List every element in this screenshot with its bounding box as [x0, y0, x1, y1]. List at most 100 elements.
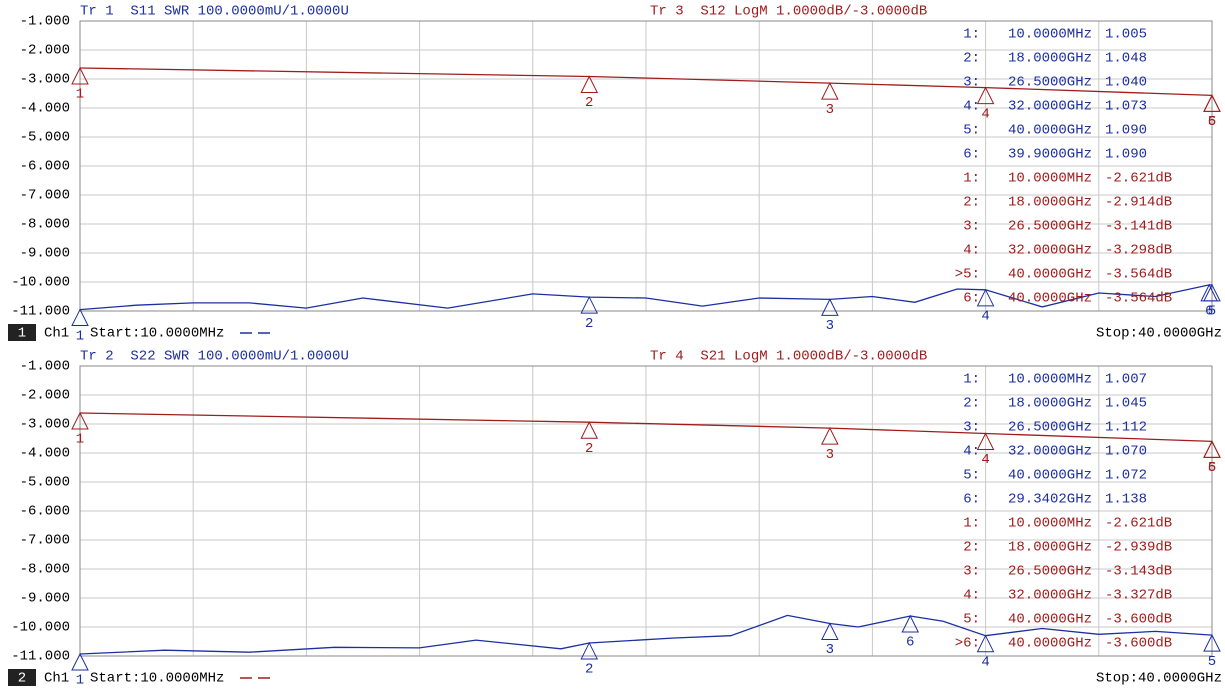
marker-row-value: 1.072 — [1105, 468, 1147, 484]
marker-row-freq: 18.0000GHz — [1008, 396, 1092, 412]
marker-number: 6 — [906, 635, 914, 651]
marker-number: 1 — [76, 432, 84, 448]
y-tick-label: -8.000 — [20, 562, 70, 578]
stop-label: Stop:40.0000GHz — [1096, 671, 1222, 687]
y-tick-label: -1.000 — [20, 359, 70, 375]
y-tick-label: -10.000 — [11, 275, 70, 291]
marker-row-label: >6: — [955, 636, 980, 652]
stop-label: Stop:40.0000GHz — [1096, 326, 1222, 342]
marker-row-label: 4: — [963, 99, 980, 115]
channel-number: 2 — [18, 671, 26, 687]
marker-triangle — [71, 66, 89, 85]
start-label: Start:10.0000MHz — [90, 326, 224, 342]
y-tick-label: -7.000 — [20, 533, 70, 549]
marker-row-value: -3.600dB — [1105, 636, 1172, 652]
marker-triangle — [580, 295, 599, 314]
marker-row-value: -3.327dB — [1105, 588, 1172, 604]
channel-label: Ch1 — [44, 326, 69, 342]
marker-row-freq: 40.0000GHz — [1008, 291, 1092, 307]
marker-number: 4 — [981, 452, 989, 468]
marker-row-value: 1.007 — [1105, 372, 1147, 388]
marker-number: 2 — [585, 95, 593, 111]
marker-number: 4 — [981, 106, 989, 122]
marker-triangle — [71, 652, 89, 671]
marker-row-freq: 26.5000GHz — [1008, 75, 1092, 91]
marker-number: 1 — [76, 673, 84, 689]
marker-row-label: 5: — [963, 612, 980, 628]
trace — [79, 614, 1213, 655]
trace-header: Tr 1 S11 SWR 100.0000mU/1.0000U — [80, 4, 349, 20]
marker-row-label: 5: — [963, 468, 980, 484]
plot-frame — [79, 20, 1213, 312]
marker-number: 2 — [585, 662, 593, 678]
marker-row-freq: 10.0000MHz — [1008, 516, 1092, 532]
marker-row-freq: 32.0000GHz — [1008, 444, 1092, 460]
marker-row-freq: 40.0000GHz — [1008, 123, 1092, 139]
marker-number: 5 — [1208, 114, 1216, 130]
marker-row-label: >5: — [955, 267, 980, 283]
marker-triangle — [1203, 634, 1221, 652]
marker-row-label: 2: — [963, 540, 980, 556]
marker-number: 2 — [585, 441, 593, 457]
marker-row-value: 1.045 — [1105, 396, 1147, 412]
channel-box — [8, 669, 36, 686]
channel-number: 1 — [18, 326, 26, 342]
marker-row-value: 1.040 — [1105, 75, 1147, 91]
marker-row-value: -3.143dB — [1105, 564, 1172, 580]
marker-row-freq: 18.0000GHz — [1008, 195, 1092, 211]
marker-number: 5 — [1208, 654, 1216, 670]
marker-row-label: 4: — [963, 243, 980, 259]
marker-row-freq: 26.5000GHz — [1008, 564, 1092, 580]
marker-row-value: 1.048 — [1105, 51, 1147, 67]
marker-row-label: 3: — [963, 75, 980, 91]
marker-row-label: 6: — [963, 291, 980, 307]
marker-row-label: 6: — [963, 147, 980, 163]
marker-row-freq: 40.0000GHz — [1008, 267, 1092, 283]
marker-row-value: 1.070 — [1105, 444, 1147, 460]
y-tick-label: -8.000 — [20, 217, 70, 233]
channel-box — [8, 324, 36, 341]
marker-triangle — [976, 634, 995, 653]
y-tick-label: -4.000 — [20, 101, 70, 117]
y-tick-label: -2.000 — [20, 43, 70, 59]
marker-triangle — [976, 288, 995, 307]
marker-number: 5 — [1208, 304, 1216, 320]
y-tick-label: -3.000 — [20, 417, 70, 433]
channel-label: Ch1 — [44, 671, 69, 687]
marker-row-label: 3: — [963, 420, 980, 436]
trace — [79, 284, 1212, 311]
marker-row-label: 4: — [963, 588, 980, 604]
marker-row-freq: 18.0000GHz — [1008, 540, 1092, 556]
y-tick-label: -11.000 — [11, 304, 70, 320]
marker-row-label: 1: — [963, 372, 980, 388]
marker-row-value: 1.073 — [1105, 99, 1147, 115]
marker-row-label: 2: — [963, 51, 980, 67]
marker-row-freq: 10.0000MHz — [1008, 171, 1092, 187]
marker-row-freq: 32.0000GHz — [1008, 588, 1092, 604]
marker-row-value: -3.564dB — [1105, 291, 1172, 307]
marker-row-label: 4: — [963, 444, 980, 460]
trace-header: Tr 3 S12 LogM 1.0000dB/-3.0000dB — [650, 4, 927, 20]
marker-row-label: 1: — [963, 516, 980, 532]
marker-row-label: 2: — [963, 195, 980, 211]
marker-triangle — [1200, 283, 1218, 302]
y-tick-label: -4.000 — [20, 446, 70, 462]
marker-row-freq: 40.0000GHz — [1008, 468, 1092, 484]
marker-row-value: -3.298dB — [1105, 243, 1172, 259]
trace-header: Tr 4 S21 LogM 1.0000dB/-3.0000dB — [650, 349, 927, 365]
trace-header: Tr 2 S22 SWR 100.0000mU/1.0000U — [80, 349, 349, 365]
marker-row-freq: 29.3402GHz — [1008, 492, 1092, 508]
marker-row-value: 1.112 — [1105, 420, 1147, 436]
y-tick-label: -6.000 — [20, 159, 70, 175]
marker-row-freq: 32.0000GHz — [1008, 99, 1092, 115]
marker-row-freq: 26.5000GHz — [1008, 420, 1092, 436]
marker-row-value: 1.005 — [1105, 27, 1147, 43]
marker-number: 1 — [76, 328, 84, 344]
marker-triangle — [580, 75, 599, 94]
marker-number: 1 — [76, 87, 84, 103]
y-tick-label: -3.000 — [20, 72, 70, 88]
marker-row-freq: 40.0000GHz — [1008, 636, 1092, 652]
marker-number: 3 — [826, 642, 834, 658]
y-tick-label: -9.000 — [20, 246, 70, 262]
